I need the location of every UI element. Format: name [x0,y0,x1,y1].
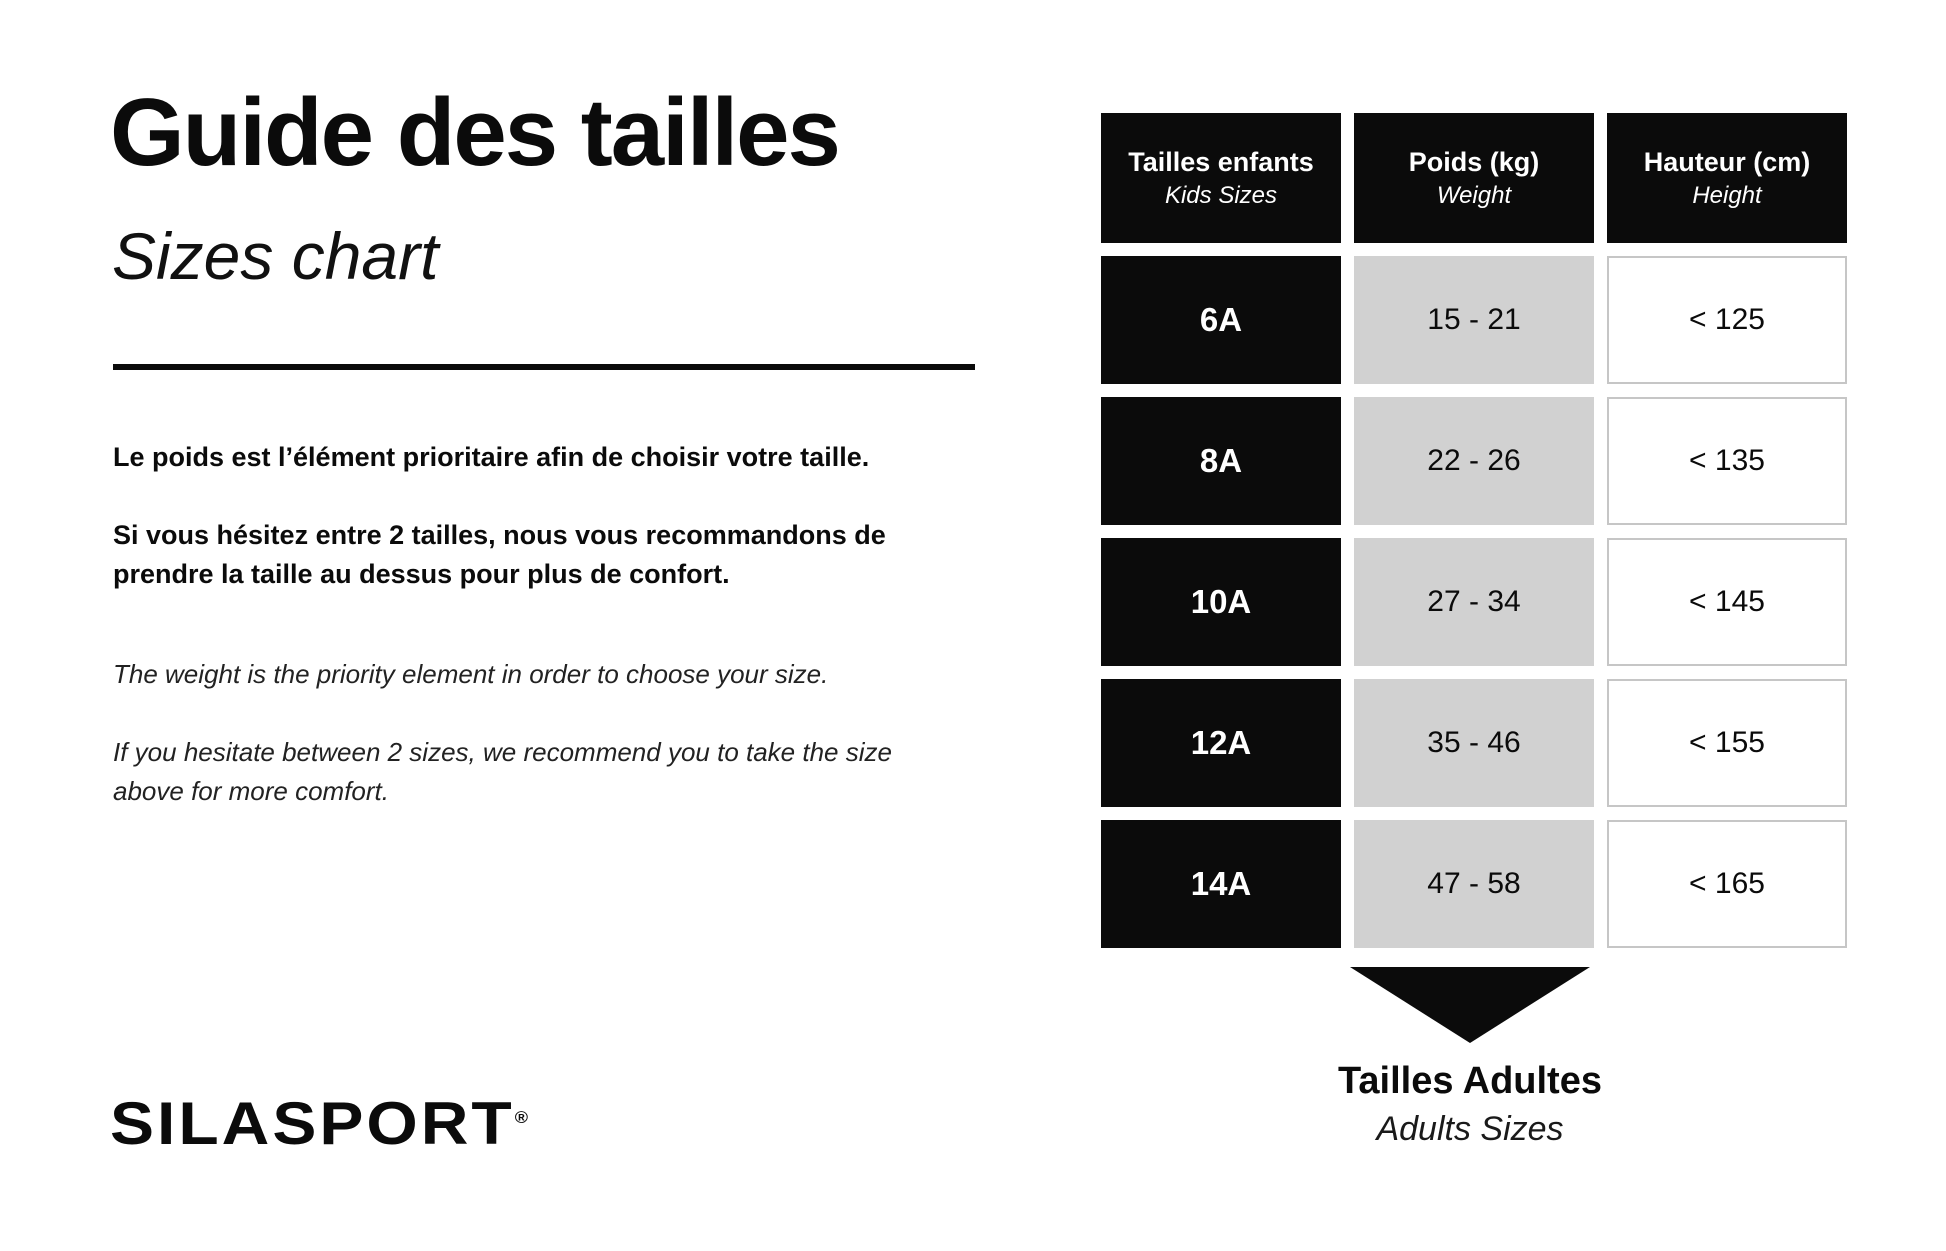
height-cell-8a: < 135 [1607,397,1847,525]
table-header-kids-sizes: Tailles enfants Kids Sizes [1101,113,1341,243]
height-cell-12a: < 155 [1607,679,1847,807]
brand-logo-text: SILASPORT [110,1088,515,1157]
adults-sizes-label-fr: Tailles Adultes [1338,1060,1602,1102]
table-header-height: Hauteur (cm) Height [1607,113,1847,243]
title-divider [113,364,975,370]
intro-paragraph-fr-1: Le poids est l’élément prioritaire afin … [113,442,870,472]
intro-paragraph-fr-2: Si vous hésitez entre 2 tailles, nous vo… [113,520,886,590]
weight-cell-6a: 15 - 21 [1354,256,1594,384]
weight-cell-12a: 35 - 46 [1354,679,1594,807]
size-cell-8a: 8A [1101,397,1341,525]
height-cell-10a: < 145 [1607,538,1847,666]
size-cell-6a: 6A [1101,256,1341,384]
size-cell-10a: 10A [1101,538,1341,666]
brand-logo: SILASPORT® [110,1088,528,1158]
weight-cell-8a: 22 - 26 [1354,397,1594,525]
intro-paragraph-en-1: The weight is the priority element in or… [113,659,829,689]
adults-sizes-label-en: Adults Sizes [1376,1110,1564,1148]
header-label-en: Weight [1436,182,1512,210]
header-label-en: Height [1692,182,1762,210]
intro-paragraph-en-2: If you hesitate between 2 sizes, we reco… [113,737,892,806]
size-cell-12a: 12A [1101,679,1341,807]
kids-size-table: Tailles enfants Kids Sizes Poids (kg) We… [1101,113,1847,948]
weight-cell-10a: 27 - 34 [1354,538,1594,666]
header-label-fr: Hauteur (cm) [1643,146,1811,177]
header-label-en: Kids Sizes [1164,182,1278,210]
registered-trademark-symbol: ® [514,1108,528,1127]
header-label-fr: Tailles enfants [1128,146,1314,177]
height-cell-14a: < 165 [1607,820,1847,948]
down-arrow-icon [1350,967,1590,1043]
page-title-fr: Guide des tailles [110,79,841,186]
size-cell-14a: 14A [1101,820,1341,948]
height-cell-6a: < 125 [1607,256,1847,384]
header-label-fr: Poids (kg) [1408,146,1540,177]
table-header-weight: Poids (kg) Weight [1354,113,1594,243]
weight-cell-14a: 47 - 58 [1354,820,1594,948]
page-title-en: Sizes chart [112,219,439,293]
